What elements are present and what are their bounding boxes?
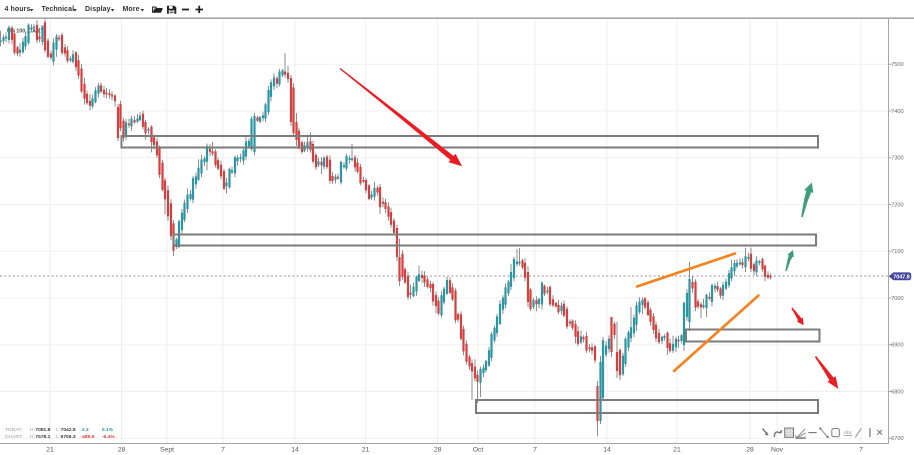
svg-text:-6.4%: -6.4% (102, 434, 115, 440)
svg-text:Sept: Sept (160, 447, 174, 454)
svg-text:Oct: Oct (473, 447, 484, 454)
svg-text:7: 7 (533, 447, 537, 454)
svg-text:21: 21 (362, 447, 370, 454)
svg-text:0.1%: 0.1% (102, 427, 114, 433)
svg-text:4.3: 4.3 (82, 427, 89, 433)
svg-text:H:: H: (30, 427, 35, 433)
svg-text:UK 100, DAILY: UK 100, DAILY (7, 28, 44, 34)
svg-text:28: 28 (746, 447, 754, 454)
svg-text:More: More (123, 6, 140, 13)
svg-text:TODAY:: TODAY: (5, 427, 22, 433)
svg-text:7: 7 (859, 447, 863, 454)
svg-text:21: 21 (46, 447, 54, 454)
svg-text:7042.8: 7042.8 (61, 427, 76, 433)
svg-text:7500: 7500 (891, 62, 903, 68)
svg-text:14: 14 (291, 447, 299, 454)
svg-text:6700: 6700 (891, 436, 903, 442)
svg-text:Nov: Nov (771, 447, 784, 454)
svg-text:L:: L: (56, 434, 60, 440)
svg-text:7400: 7400 (891, 109, 903, 115)
svg-text:7000: 7000 (891, 296, 903, 302)
svg-text:7200: 7200 (891, 202, 903, 208)
svg-text:7100: 7100 (891, 249, 903, 255)
svg-text:6900: 6900 (891, 343, 903, 349)
svg-text:7047.8: 7047.8 (893, 275, 910, 281)
svg-text:6706.3: 6706.3 (61, 434, 76, 440)
svg-text:14: 14 (603, 447, 611, 454)
svg-text:Technical: Technical (42, 6, 75, 13)
svg-text:L:: L: (56, 427, 60, 433)
svg-text:7081.8: 7081.8 (35, 427, 50, 433)
svg-text:4 hours: 4 hours (5, 6, 31, 13)
svg-text:28: 28 (118, 447, 126, 454)
svg-text:-485.5: -485.5 (81, 434, 95, 440)
svg-text:7300: 7300 (891, 156, 903, 162)
svg-text:7578.1: 7578.1 (35, 434, 50, 440)
svg-text:21: 21 (673, 447, 681, 454)
svg-text:CHART:: CHART: (5, 434, 23, 440)
svg-text:Abc: Abc (844, 430, 853, 436)
svg-text:7: 7 (221, 447, 225, 454)
svg-text:Display: Display (85, 6, 111, 13)
svg-text:28: 28 (434, 447, 442, 454)
svg-text:H:: H: (30, 434, 35, 440)
svg-text:6800: 6800 (891, 389, 903, 395)
